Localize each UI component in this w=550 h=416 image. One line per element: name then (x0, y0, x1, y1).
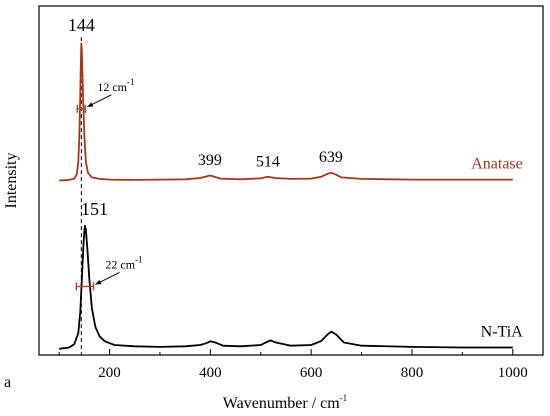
series-layer: Anatase N-TiA (59, 42, 524, 350)
y-axis-label: Intensity (3, 153, 20, 209)
fwhm-label: 22 cm-1 (105, 254, 142, 271)
fwhm-arrowhead (87, 102, 94, 107)
annotation-layer: 144 399 514 639 151 12 cm-1 22 cm-1 (68, 15, 343, 291)
series-name-label: N-TiA (481, 324, 524, 341)
plot-frame (38, 5, 544, 356)
peak-label: 151 (81, 199, 108, 219)
panel-label: a (4, 374, 11, 391)
x-tick-label: 800 (401, 365, 424, 381)
series-name-label: Anatase (471, 156, 523, 173)
x-tick-label: 1000 (498, 365, 528, 381)
peak-label: 399 (198, 152, 222, 169)
series-line-n-tia (59, 224, 513, 350)
x-tick-label: 600 (300, 365, 323, 381)
plot-border (38, 5, 544, 356)
peak-label: 514 (256, 153, 280, 170)
peak-label: 639 (319, 149, 343, 166)
peak-label: 144 (68, 15, 95, 35)
series-line-anatase (59, 42, 513, 182)
x-tick-label: 400 (199, 365, 222, 381)
x-tick-label: 200 (98, 365, 121, 381)
x-axis-label: Wavenumber / cm-1 (223, 393, 347, 412)
fwhm-label: 12 cm-1 (97, 77, 134, 94)
x-ticks: 200 400 600 800 1000 (58, 349, 528, 381)
fwhm-arrowhead (95, 279, 102, 285)
